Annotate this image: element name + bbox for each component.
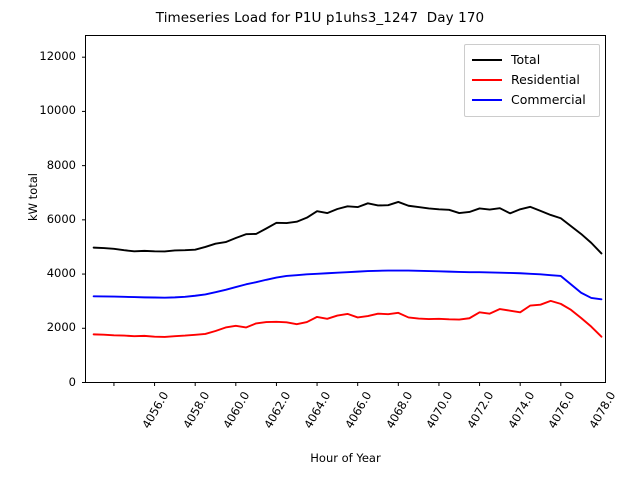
data-series-group [92,201,603,338]
legend: Total Residential Commercial [464,44,600,117]
legend-swatch-commercial [472,99,502,101]
page-title: Timeseries Load for P1U p1uhs3_1247 Day … [155,10,485,26]
x-tick-marks [113,382,562,386]
legend-label-commercial: Commercial [511,91,586,107]
legend-swatch-residential [472,79,502,81]
y-tick-label: 8000 [46,157,76,172]
y-tick-label: 0 [68,374,76,389]
legend-label-total: Total [511,51,541,67]
legend-label-residential: Residential [511,71,580,87]
x-axis-label: Hour of Year [310,451,381,465]
y-tick-label: 10000 [39,103,76,118]
axes-frame [85,35,606,383]
series-line-total [92,201,603,255]
y-tick-marks [82,56,86,383]
legend-swatch-total [472,59,502,61]
y-tick-label: 2000 [46,320,76,335]
legend-item-commercial[interactable]: Commercial [472,90,592,110]
y-tick-label: 12000 [39,49,76,64]
series-line-residential [92,299,603,338]
y-tick-label: 4000 [46,266,76,281]
legend-item-total[interactable]: Total [472,50,592,70]
y-tick-label: 6000 [46,211,76,226]
legend-item-residential[interactable]: Residential [472,70,592,90]
series-line-commercial [92,269,603,301]
y-axis-label: kW total [26,173,40,221]
